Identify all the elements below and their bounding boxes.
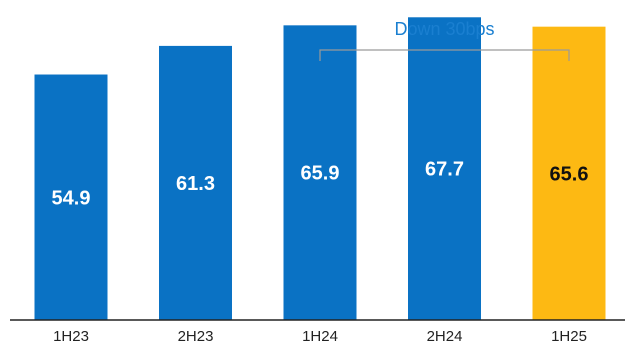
bar-value-label: 61.3 <box>176 173 215 195</box>
x-tick-label: 1H23 <box>53 328 89 345</box>
bar-2h24 <box>408 17 481 320</box>
annotation-group: Down 30bps <box>319 19 570 61</box>
x-tick-label: 1H24 <box>302 328 338 345</box>
annotation-label: Down 30bps <box>394 19 494 39</box>
bar-value-label: 65.9 <box>301 163 340 185</box>
x-tick-label: 1H25 <box>551 328 587 345</box>
annotation-bracket <box>319 49 570 61</box>
bar-1h24 <box>283 25 357 321</box>
value-labels-group: 54.9 61.3 65.9 67.7 65.6 <box>52 159 589 210</box>
bars-group <box>34 17 606 321</box>
x-tick-labels-group: 1H23 2H23 1H24 2H24 1H25 <box>53 328 587 345</box>
x-tick-label: 2H24 <box>427 328 463 345</box>
bar-value-label: 54.9 <box>52 187 91 209</box>
bar-1h25 <box>532 26 606 320</box>
bar-2h23 <box>159 45 232 320</box>
bar-1h23 <box>34 74 108 320</box>
bar-value-label: 67.7 <box>425 159 464 181</box>
bar-value-label: 65.6 <box>550 163 589 185</box>
x-tick-label: 2H23 <box>178 328 214 345</box>
